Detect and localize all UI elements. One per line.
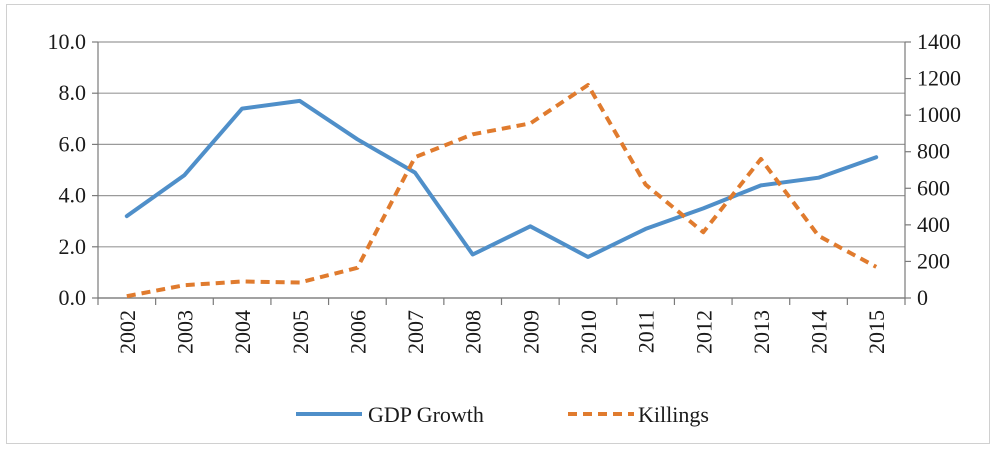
legend-gdp-growth-label: GDP Growth — [368, 402, 484, 427]
x-tick-label: 2002 — [115, 310, 140, 354]
right-tick-label: 1200 — [917, 66, 961, 91]
x-tick-label: 2007 — [403, 310, 428, 354]
x-tick-label: 2005 — [288, 310, 313, 354]
series — [124, 83, 879, 299]
x-tick-label: 2010 — [576, 310, 601, 354]
axes — [92, 41, 911, 305]
x-tick-label: 2003 — [172, 310, 197, 354]
series-line-gdp-growth — [124, 98, 879, 259]
chart-frame — [6, 4, 990, 444]
x-tick-label: 2015 — [864, 310, 889, 354]
left-tick-label: 2.0 — [59, 234, 87, 259]
x-tick-label: 2011 — [634, 310, 659, 353]
x-tick-label: 2006 — [345, 310, 370, 354]
left-tick-label: 10.0 — [48, 29, 87, 54]
x-axis-ticks: 2002 2003 2004 2005 2006 2007 2008 2009 2010 2011… — [115, 310, 889, 354]
gridlines — [98, 41, 905, 299]
right-tick-label: 1400 — [917, 29, 961, 54]
x-tick-label: 2012 — [691, 310, 716, 354]
left-y-axis-ticks: 0.0 2.0 4.0 6.0 8.0 10.0 — [48, 29, 87, 310]
legend: GDP Growth Killings — [296, 402, 709, 427]
left-tick-label: 6.0 — [59, 131, 87, 156]
right-tick-label: 1000 — [917, 102, 961, 127]
series-line-killings — [126, 83, 878, 299]
right-tick-label: 0 — [917, 285, 928, 310]
left-tick-label: 0.0 — [59, 285, 87, 310]
right-y-axis-ticks: 0 200 400 600 800 1000 1200 1400 — [917, 29, 961, 310]
left-tick-label: 8.0 — [59, 80, 87, 105]
x-tick-label: 2014 — [807, 310, 832, 354]
right-tick-label: 600 — [917, 175, 950, 200]
x-tick-label: 2004 — [230, 310, 255, 354]
x-tick-label: 2009 — [518, 310, 543, 354]
left-tick-label: 4.0 — [59, 183, 87, 208]
right-tick-label: 400 — [917, 212, 950, 237]
legend-killings-label: Killings — [638, 402, 709, 427]
right-tick-label: 200 — [917, 248, 950, 273]
right-tick-label: 800 — [917, 139, 950, 164]
x-tick-label: 2008 — [461, 310, 486, 354]
x-tick-label: 2013 — [749, 310, 774, 354]
